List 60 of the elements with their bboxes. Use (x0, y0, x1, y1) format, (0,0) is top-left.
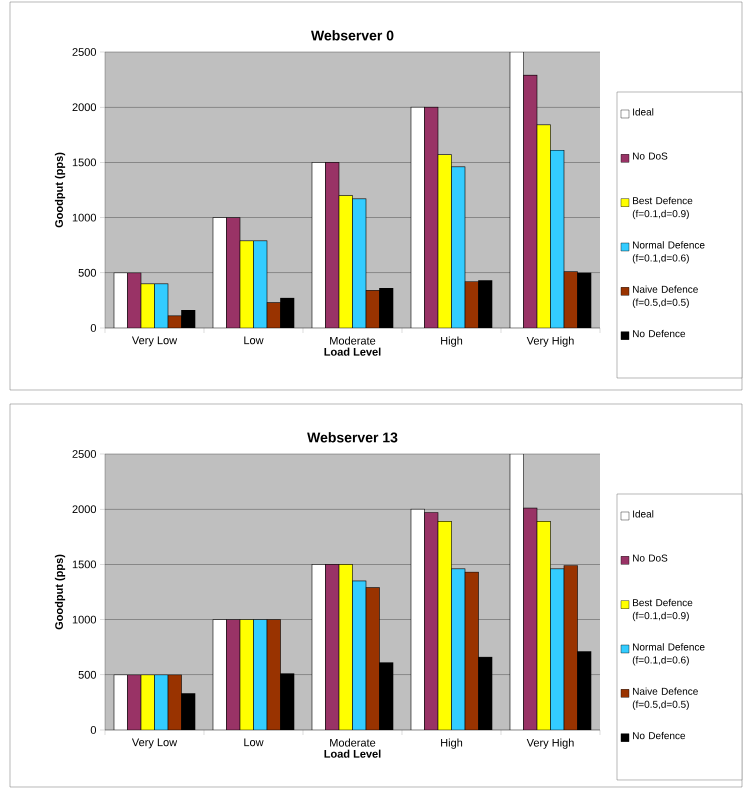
bar (451, 568, 466, 730)
x-tick-label: Low (244, 738, 264, 746)
bar (352, 198, 366, 328)
x-axis-title: Load Level (324, 348, 380, 356)
bar (352, 580, 366, 730)
y-tick-label: 1000 (72, 214, 96, 222)
y-tick-label: 2500 (72, 48, 96, 56)
bar (127, 674, 142, 730)
y-tick-label: 1000 (72, 616, 96, 624)
legend-label: No DoS (633, 554, 668, 562)
y-tick-label: 2000 (72, 103, 96, 112)
y-tick-label: 2500 (72, 450, 96, 458)
legend-label: Best Defence (f=0.1,d=0.9) (632, 196, 692, 220)
x-axis-title: Load Level (324, 750, 380, 758)
legend-label: Normal Defence (f=0.1,d=0.6) (632, 643, 705, 666)
bar (154, 674, 168, 730)
bar (550, 568, 564, 730)
x-tick-label: Moderate (330, 738, 376, 747)
y-axis-title: Goodput (pps) (54, 554, 66, 630)
x-tick-label: Moderate (330, 336, 376, 345)
legend-label: Naive Defence (f=0.5,d=0.5) (632, 688, 698, 710)
x-tick-label: Very Low (132, 336, 178, 346)
y-axis-title: Goodput (pps) (54, 152, 66, 228)
legend-label: Ideal (633, 510, 654, 518)
bar (424, 512, 438, 730)
legend-label: No DoS (633, 152, 668, 160)
x-tick-label: Low (244, 336, 264, 344)
bar (424, 106, 438, 328)
bar (154, 284, 168, 328)
x-tick-label: Very High (526, 336, 574, 347)
bar (226, 619, 240, 730)
bar (325, 162, 340, 328)
chart-title: Webserver 0 (311, 30, 394, 40)
legend-label: Ideal (633, 108, 654, 116)
x-tick-label: High (441, 336, 462, 347)
bar (127, 272, 142, 328)
bar (253, 240, 268, 328)
x-tick-label: High (441, 738, 462, 749)
y-tick-label: 2000 (72, 505, 96, 514)
bar (523, 74, 538, 328)
y-tick-label: 0 (90, 726, 96, 734)
bar (253, 619, 268, 730)
y-tick-label: 500 (78, 670, 96, 679)
y-tick-label: 500 (78, 268, 96, 277)
bar (226, 217, 240, 328)
bar (325, 564, 340, 730)
y-tick-label: 1500 (72, 560, 96, 568)
legend-label: Naive Defence (f=0.5,d=0.5) (632, 286, 698, 308)
chart-title: Webserver 13 (307, 432, 398, 442)
y-tick-label: 1500 (72, 158, 96, 166)
bar (451, 166, 466, 328)
legend-label: No Defence (633, 330, 686, 338)
legend-label: Normal Defence (f=0.1,d=0.6) (632, 241, 705, 264)
legend-label: Best Defence (f=0.1,d=0.9) (632, 598, 692, 622)
x-tick-label: Very High (526, 738, 574, 749)
x-tick-label: Very Low (132, 738, 178, 748)
legend-label: No Defence (633, 732, 686, 740)
bar (550, 150, 564, 328)
y-tick-label: 0 (90, 324, 96, 332)
bar (523, 508, 538, 730)
